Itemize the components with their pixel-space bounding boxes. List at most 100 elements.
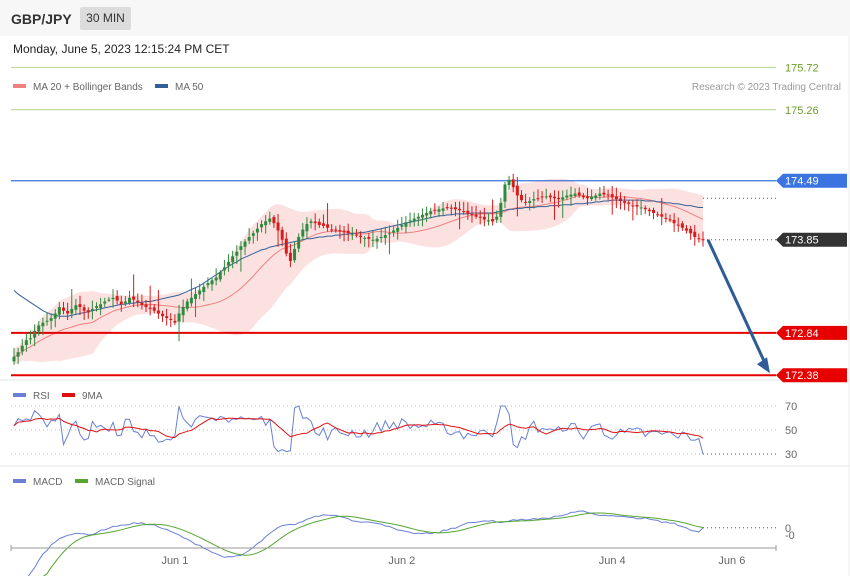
bollinger-band [14,178,703,366]
rsi-tick-label: 30 [785,449,797,461]
pivot-level-badge [776,173,847,188]
support-level-label: 172.84 [785,328,819,340]
candle-body [383,235,387,238]
support-level-badge [776,325,847,340]
ma50-line [13,199,703,317]
candle-body [90,308,94,312]
legend-label: MACD Signal [95,477,155,488]
candle-body [140,302,144,306]
resistance-label: 175.72 [785,62,819,74]
candle-body [346,230,350,234]
candle-body [247,236,251,241]
candle-body [103,301,107,304]
timeframe-button[interactable]: 30 MIN [80,7,131,30]
candle-body [627,202,631,204]
candle-body [623,201,627,203]
candle-body [334,229,338,231]
legend-swatch [62,393,75,397]
credit-text: Research © 2023 Trading Central [692,82,841,93]
candle-body [107,299,111,301]
candle-body [354,234,358,236]
candle-body [251,233,255,236]
candle-body [231,256,235,263]
pivot-level-label: 174.49 [785,176,819,188]
candle-body [99,304,103,308]
candle-body [552,196,556,199]
candle-body [342,230,346,233]
candle-body [495,216,499,220]
candle-body [37,325,41,332]
candle-body [656,214,660,216]
candle-body [668,219,672,221]
candle-body [565,195,569,198]
candle-body [363,237,367,239]
candle-body [12,356,16,362]
candle-body [396,227,400,232]
x-axis-tick-label: Jun 1 [161,555,188,567]
candle-body [202,286,206,293]
candle-body [173,320,177,323]
candle-body [136,300,140,303]
candle-body [222,267,226,271]
candle-body [33,330,37,338]
candle-body [214,277,218,281]
candle-body [330,229,334,231]
symbol-label: GBP/JPY [11,11,72,27]
candle-body [499,202,503,217]
candle-body [280,229,284,240]
candle-body [433,209,437,211]
candle-body [437,209,441,212]
support-level-badge [776,368,847,383]
candle-body [618,198,622,202]
candle-body [577,192,581,196]
candle-body [561,197,565,200]
candle-body [532,199,536,201]
current-price-badge [776,232,847,247]
candle-body [152,307,156,311]
candle-body [660,214,664,217]
macd-tick-label: -0 [785,530,795,542]
candle-body [206,283,210,286]
candle-body [664,217,668,219]
candle-body [639,207,643,209]
candle-body [614,196,618,200]
candle-body [693,231,697,237]
candle-body [676,224,680,226]
candle-body [272,216,276,224]
candle-body [41,322,45,327]
chart-header: GBP/JPY 30 MIN [0,0,850,36]
candle-body [181,307,185,316]
candle-body [672,219,676,224]
candle-body [585,196,589,199]
candle-body [305,224,309,232]
candle-body [111,297,115,300]
candle-body [557,197,561,200]
candle-body [144,304,148,308]
candle-body [20,345,24,352]
candle-body [185,301,189,309]
candle-body [425,213,429,216]
legend-swatch [13,393,26,397]
candle-body [420,214,424,218]
macd-signal-line [42,512,704,576]
candle-body [528,201,532,203]
candle-body [115,296,119,301]
candle-body [507,179,511,186]
candle-body [297,236,301,249]
candle-body [400,224,404,227]
candle-body [441,208,445,211]
candle-body [581,195,585,198]
candle-body [309,221,313,223]
candle-body [268,218,272,222]
candle-body [276,222,280,231]
candle-body [321,223,325,226]
candle-body [515,185,519,196]
legend-label: MA 20 + Bollinger Bands [33,82,143,93]
candle-body [379,236,383,238]
candle-body [445,207,449,209]
legend-swatch [75,479,88,483]
candle-body [631,205,635,207]
candle-body [66,310,70,314]
x-axis-tick-label: Jun 6 [718,555,745,567]
candle-body [536,198,540,200]
